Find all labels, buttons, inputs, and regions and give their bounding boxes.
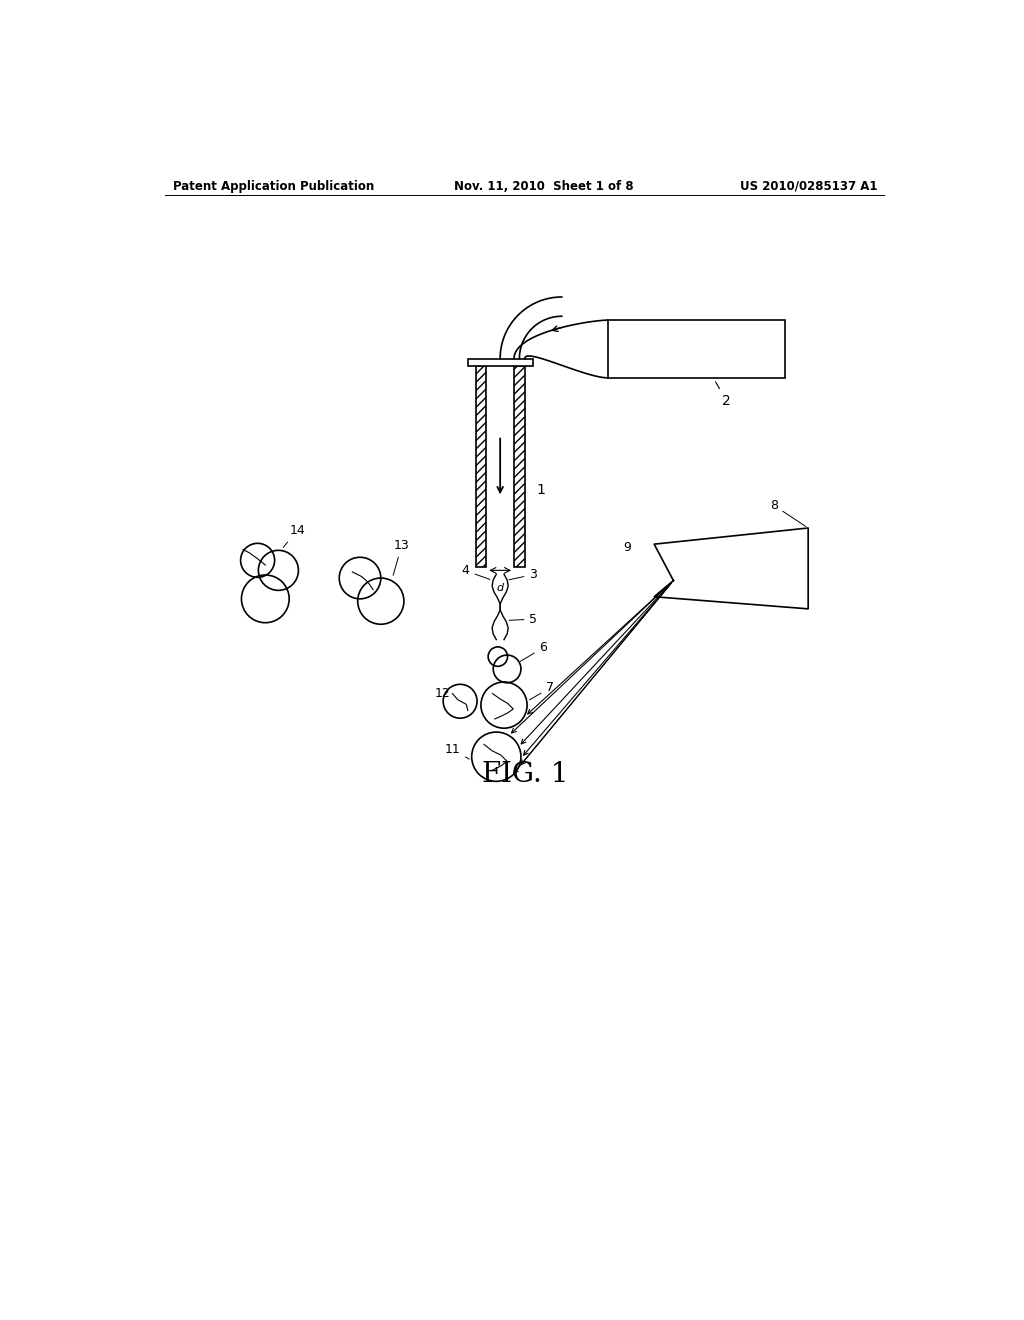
Text: 2: 2 (716, 381, 731, 408)
Text: 5: 5 (509, 612, 538, 626)
Bar (475, 367, 486, 566)
Text: 1: 1 (537, 483, 545, 496)
Text: 7: 7 (529, 681, 554, 700)
Text: 11: 11 (444, 743, 469, 759)
Text: 9: 9 (624, 541, 631, 554)
Text: d: d (497, 583, 504, 594)
Bar (514, 367, 524, 566)
Text: 3: 3 (509, 568, 538, 581)
Text: 4: 4 (462, 564, 489, 579)
Text: 6: 6 (520, 642, 547, 661)
Text: 8: 8 (770, 499, 806, 527)
Text: FIG. 1: FIG. 1 (481, 760, 568, 788)
Text: Patent Application Publication: Patent Application Publication (173, 180, 374, 193)
Bar (468, 359, 532, 367)
Text: 12: 12 (435, 688, 451, 701)
Bar (608, 321, 785, 378)
Text: 13: 13 (393, 539, 410, 576)
Text: 14: 14 (284, 524, 305, 548)
Text: US 2010/0285137 A1: US 2010/0285137 A1 (740, 180, 878, 193)
Text: Nov. 11, 2010  Sheet 1 of 8: Nov. 11, 2010 Sheet 1 of 8 (454, 180, 634, 193)
